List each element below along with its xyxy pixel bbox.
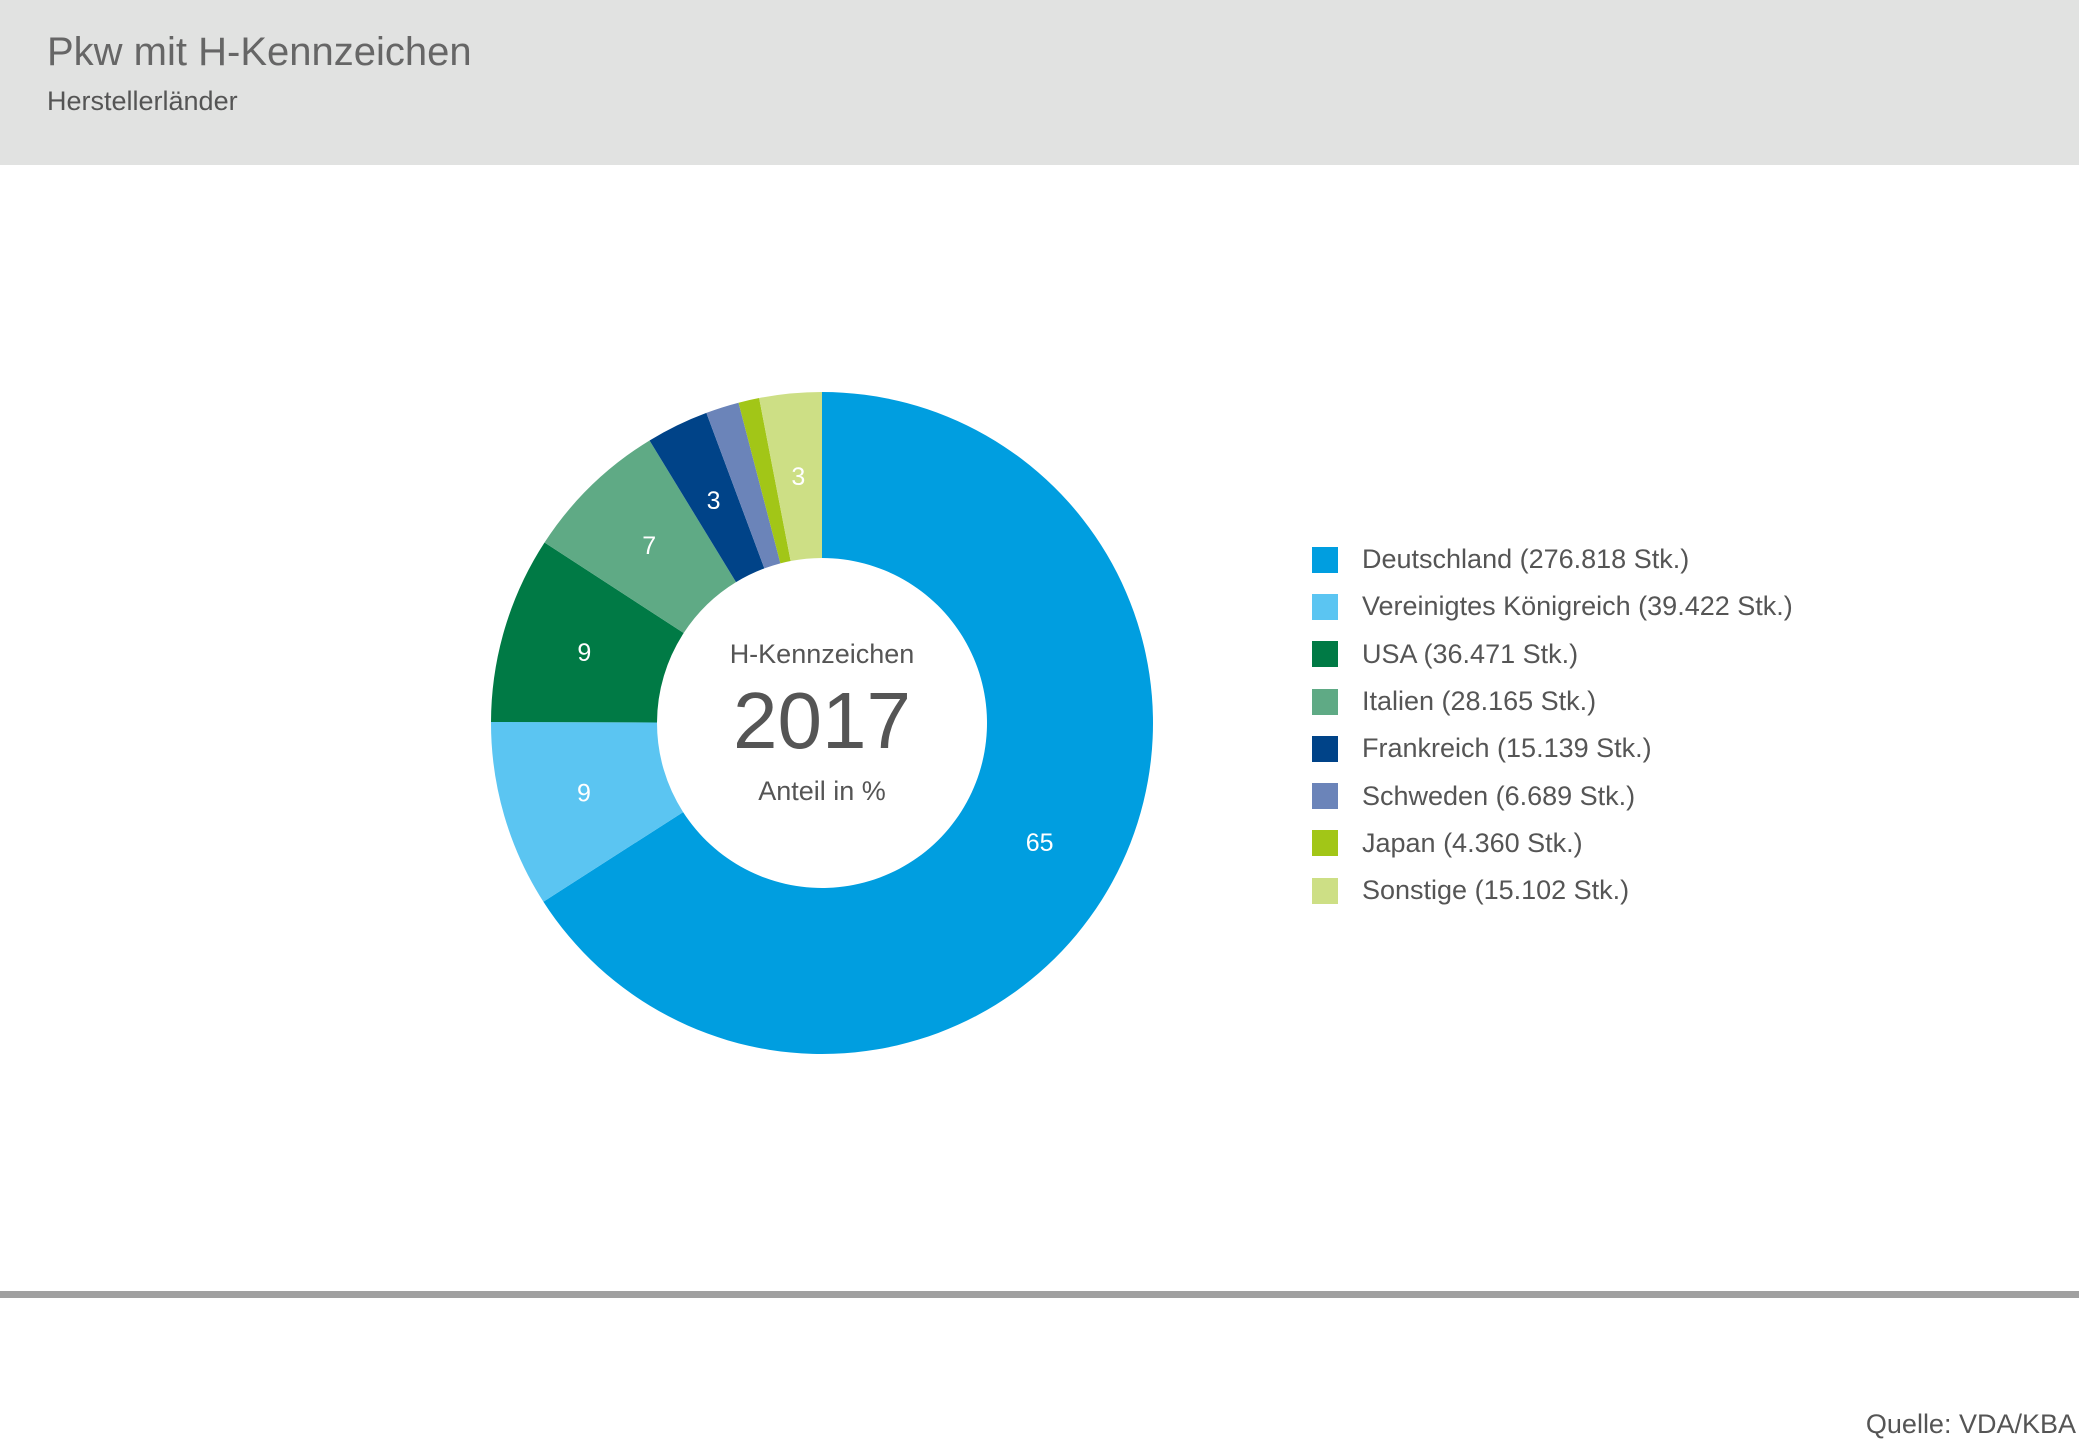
header-bar: Pkw mit H-Kennzeichen Herstellerländer (0, 0, 2079, 165)
legend-item: Italien (28.165 Stk.) (1312, 678, 1793, 725)
slice-data-label: 3 (707, 487, 721, 515)
legend-item: Japan (4.360 Stk.) (1312, 820, 1793, 867)
legend-label: Sonstige (15.102 Stk.) (1362, 875, 1630, 906)
center-label-top: H-Kennzeichen (730, 639, 915, 669)
legend-swatch (1312, 783, 1338, 810)
legend-swatch (1312, 546, 1338, 573)
legend-item: USA (36.471 Stk.) (1312, 631, 1793, 678)
chart-title: Pkw mit H-Kennzeichen (47, 30, 472, 74)
legend-label: Deutschland (276.818 Stk.) (1362, 544, 1690, 575)
slice-vereinigtes-k-nigreich (490, 721, 684, 902)
slice-data-label: 9 (577, 639, 591, 667)
legend-label: USA (36.471 Stk.) (1362, 638, 1579, 669)
slice-data-label: 3 (791, 463, 805, 491)
footer-divider (0, 1291, 2079, 1298)
center-label-bottom: Anteil in % (758, 776, 886, 806)
slice-frankreich (649, 412, 765, 583)
slice-italien (544, 440, 737, 634)
legend-label: Schweden (6.689 Stk.) (1362, 780, 1636, 811)
legend-label: Vereinigtes Königreich (39.422 Stk.) (1362, 591, 1793, 622)
slice-sonstige (759, 392, 822, 562)
legend-swatch (1312, 688, 1338, 715)
legend-swatch (1312, 593, 1338, 620)
slice-japan (738, 398, 791, 564)
legend-label: Japan (4.360 Stk.) (1362, 827, 1583, 858)
legend-item: Deutschland (276.818 Stk.) (1312, 536, 1793, 583)
chart-subtitle: Herstellerländer (47, 86, 238, 116)
slice-data-label: 65 (1026, 829, 1054, 857)
slice-data-label: 9 (577, 779, 591, 807)
legend: Deutschland (276.818 Stk.) Vereinigtes K… (1312, 536, 1793, 914)
legend-swatch (1312, 830, 1338, 857)
legend-swatch (1312, 735, 1338, 762)
legend-item: Sonstige (15.102 Stk.) (1312, 867, 1793, 914)
slice-usa (491, 542, 684, 723)
slice-schweden (706, 402, 781, 569)
legend-item: Frankreich (15.139 Stk.) (1312, 725, 1793, 772)
center-year: 2017 (733, 676, 911, 765)
legend-swatch (1312, 877, 1338, 904)
slice-data-label: 7 (642, 532, 656, 560)
legend-label: Italien (28.165 Stk.) (1362, 686, 1597, 717)
slice-deutschland (543, 392, 1154, 1055)
source-note: Quelle: VDA/KBA (1865, 1409, 2076, 1439)
legend-swatch (1312, 641, 1338, 668)
legend-item: Schweden (6.689 Stk.) (1312, 772, 1793, 819)
legend-label: Frankreich (15.139 Stk.) (1362, 733, 1652, 764)
legend-item: Vereinigtes Königreich (39.422 Stk.) (1312, 583, 1793, 630)
